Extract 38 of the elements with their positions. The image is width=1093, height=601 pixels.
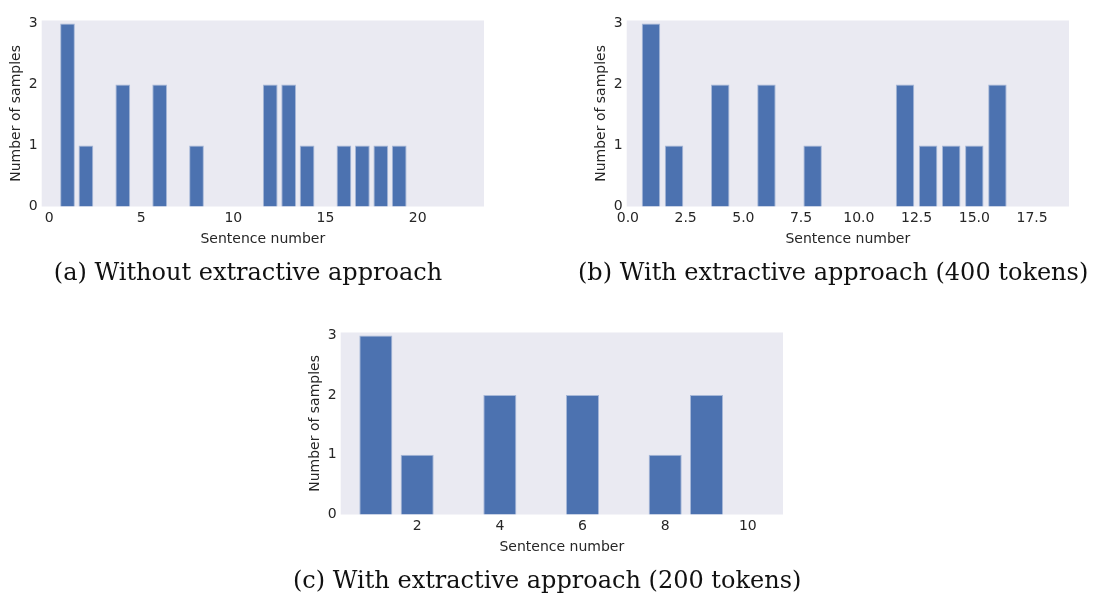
x-tick-label: 10 (224, 209, 243, 226)
y-axis-title: Number of samples (7, 44, 24, 182)
y-tick-label: 3 (613, 14, 623, 31)
y-tick-label: 1 (28, 136, 38, 153)
y-tick-label: 2 (28, 75, 38, 92)
x-tick-label: 2.5 (674, 209, 697, 226)
y-tick-label: 2 (613, 75, 623, 92)
y-tick-label: 0 (28, 197, 38, 214)
x-axis-title: Sentence number (499, 538, 625, 555)
text: (b) With extractive approach (400 tokens) (578, 258, 1089, 286)
y-tick-label: 2 (327, 385, 337, 402)
x-tick-label: 7.5 (790, 209, 813, 226)
text: (a) Without extractive approach (53, 258, 443, 286)
x-tick-label: 2 (412, 517, 422, 534)
y-axis-title: Number of samples (592, 44, 609, 182)
x-tick-label: 6 (578, 517, 588, 534)
y-tick-label: 0 (327, 505, 337, 522)
y-tick-label: 1 (327, 445, 337, 462)
x-tick-label: 10.0 (843, 209, 875, 226)
x-axis-title: Sentence number (785, 230, 911, 247)
x-tick-label: 4 (495, 517, 505, 534)
y-tick-label: 3 (28, 14, 38, 31)
x-tick-label: 15 (316, 209, 335, 226)
x-tick-label: 0.0 (616, 209, 640, 226)
x-tick-label: 10 (739, 517, 757, 534)
y-tick-label: 1 (613, 136, 623, 153)
y-tick-label: 3 (327, 326, 337, 343)
x-tick-label: 15.0 (958, 209, 991, 226)
text: (c) With extractive approach (200 tokens) (293, 566, 802, 594)
x-tick-label: 5 (136, 209, 146, 226)
x-tick-label: 0 (44, 209, 54, 226)
x-tick-label: 20 (408, 209, 427, 226)
x-tick-label: 8 (660, 517, 670, 534)
x-tick-label: 12.5 (901, 209, 933, 226)
x-axis-title: Sentence number (200, 230, 326, 247)
y-axis-title: Number of samples (306, 354, 323, 492)
x-tick-label: 17.5 (1016, 209, 1048, 226)
x-tick-label: 5.0 (732, 209, 755, 226)
